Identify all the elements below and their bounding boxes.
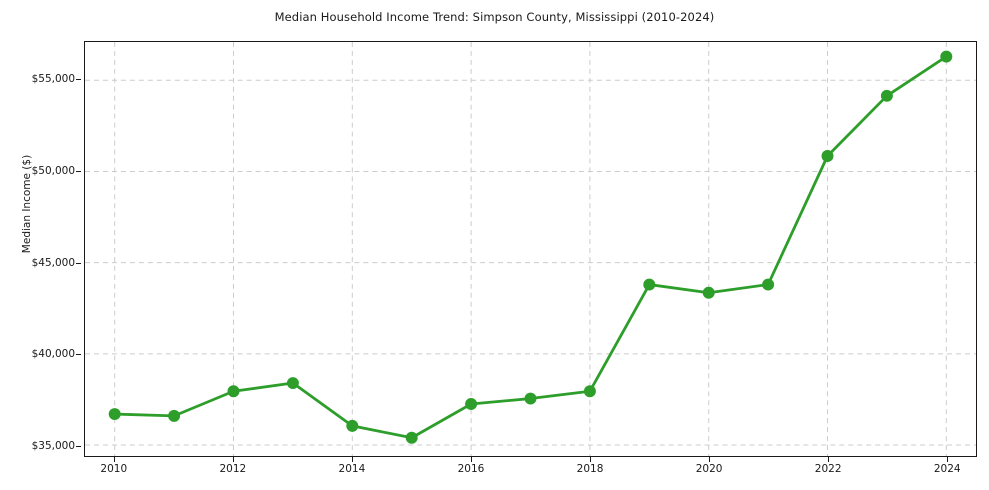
x-tick-label: 2018 [576, 463, 604, 475]
x-tick-label: 2024 [933, 463, 961, 475]
x-tick-label: 2010 [100, 463, 128, 475]
x-tick-mark [590, 457, 592, 462]
data-point-marker [702, 286, 715, 299]
x-axis-tick-labels: 2010 2012 2014 2016 2018 2020 2022 2024 [84, 459, 977, 481]
y-tick-label: $35,000 [31, 440, 75, 452]
x-tick-label: 2020 [695, 463, 723, 475]
data-point-marker [821, 150, 834, 162]
grid-lines [85, 42, 976, 456]
y-tick-label: $40,000 [31, 348, 75, 361]
x-tick-mark [113, 457, 115, 462]
y-tick-mark [76, 171, 81, 173]
y-tick-mark [76, 262, 81, 264]
data-point-marker [168, 409, 181, 422]
y-tick-mark [76, 446, 81, 447]
data-point-marker [643, 278, 656, 291]
chart-title: Median Household Income Trend: Simpson C… [274, 10, 715, 24]
x-tick-mark [828, 457, 830, 462]
y-tick-label: $50,000 [31, 165, 75, 178]
y-tick-mark [76, 354, 81, 356]
x-tick-label: 2012 [219, 463, 247, 475]
x-tick-label: 2016 [457, 463, 485, 475]
series-line [113, 55, 948, 440]
x-tick-mark [947, 457, 949, 462]
plot-area [84, 41, 977, 457]
data-point-marker [286, 377, 299, 390]
data-point-marker [762, 278, 775, 291]
x-tick-mark [709, 457, 711, 462]
data-point-marker [583, 385, 596, 398]
y-axis-tick-labels: $35,000 $40,000 $45,000 $50,000 $55,000 [0, 41, 75, 457]
data-point-marker [524, 392, 537, 405]
y-tick-label: $45,000 [31, 256, 75, 269]
data-point-marker [405, 431, 418, 444]
data-point-marker [108, 408, 121, 421]
data-point-marker [465, 398, 478, 410]
data-point-marker [346, 419, 359, 432]
y-tick-label: $55,000 [31, 73, 75, 86]
x-tick-label: 2022 [814, 463, 842, 475]
x-tick-mark [232, 457, 234, 462]
x-tick-label: 2014 [338, 463, 366, 475]
data-point-marker [227, 385, 240, 398]
data-series-layer [108, 50, 953, 444]
data-point-marker [880, 89, 893, 102]
y-tick-mark [76, 79, 81, 81]
data-point-marker [940, 50, 953, 63]
x-tick-mark [351, 457, 353, 462]
x-tick-mark [470, 457, 472, 462]
